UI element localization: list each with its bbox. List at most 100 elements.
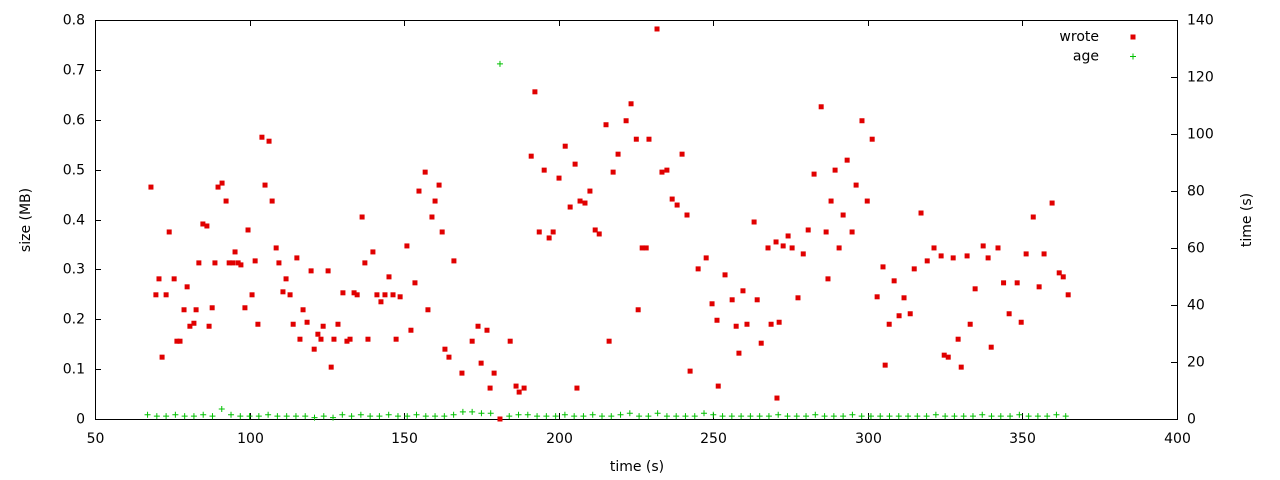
point (1053, 411, 1060, 418)
point (830, 413, 837, 420)
point (945, 354, 951, 360)
point (552, 413, 559, 420)
point (687, 368, 693, 374)
point (942, 413, 949, 420)
point (148, 184, 154, 190)
point (339, 411, 346, 418)
point (513, 383, 519, 389)
y-tick-label: 0.4 (63, 213, 85, 229)
y-tick-label: 0 (76, 412, 85, 428)
point (805, 227, 811, 233)
point (469, 408, 476, 415)
point (292, 413, 299, 420)
point (344, 338, 350, 344)
y-tick-label: 0.3 (63, 262, 85, 278)
point (728, 413, 735, 420)
point (340, 290, 346, 296)
point (785, 233, 791, 239)
point (701, 410, 708, 417)
point (691, 413, 698, 420)
point (232, 249, 238, 255)
point (212, 260, 218, 266)
point (780, 243, 786, 249)
point (1034, 413, 1041, 420)
point (507, 338, 513, 344)
point (577, 198, 583, 204)
point (354, 292, 360, 298)
point (924, 258, 930, 264)
y2-axis-label: time (s) (1239, 193, 1255, 247)
point (853, 182, 859, 188)
point (496, 60, 503, 67)
point (370, 249, 376, 255)
point (394, 413, 401, 420)
point (574, 385, 580, 391)
point (828, 198, 834, 204)
point (177, 338, 183, 344)
point (674, 202, 680, 208)
point (645, 413, 652, 420)
point (266, 138, 272, 144)
point (171, 276, 177, 282)
point (938, 253, 944, 259)
point (811, 171, 817, 177)
point (1062, 413, 1069, 420)
point (235, 260, 241, 266)
point (174, 338, 180, 344)
point (836, 245, 842, 251)
point (294, 255, 300, 261)
point (442, 346, 448, 352)
point (895, 413, 902, 420)
point (378, 299, 384, 305)
point (1056, 270, 1062, 276)
point (242, 305, 248, 311)
x-axis-label: time (s) (610, 459, 664, 475)
point (365, 336, 371, 342)
point (572, 161, 578, 167)
point (633, 136, 639, 142)
plot-frame (95, 20, 1178, 420)
point (330, 414, 337, 421)
point (736, 350, 742, 356)
point (710, 411, 717, 418)
point (695, 266, 701, 272)
point (1025, 413, 1032, 420)
point (623, 118, 629, 124)
x-tick-label: 150 (391, 431, 418, 447)
point (386, 274, 392, 280)
point (967, 321, 973, 327)
point (773, 239, 779, 245)
point (237, 413, 244, 420)
point (408, 327, 414, 333)
point (567, 204, 573, 210)
point (1030, 214, 1036, 220)
point (348, 413, 355, 420)
point (393, 336, 399, 342)
point (589, 411, 596, 418)
point (673, 413, 680, 420)
point (756, 413, 763, 420)
point (347, 336, 353, 342)
point (228, 411, 235, 418)
point (478, 360, 484, 366)
point (988, 344, 994, 350)
point (320, 413, 327, 420)
point (487, 410, 494, 417)
point (923, 413, 930, 420)
point (385, 411, 392, 418)
point (932, 411, 939, 418)
point (1006, 311, 1012, 317)
point (191, 320, 197, 326)
point (412, 280, 418, 286)
point (446, 354, 452, 360)
point (608, 413, 615, 420)
point (931, 245, 937, 251)
point (335, 321, 341, 327)
point (550, 229, 556, 235)
point (249, 292, 255, 298)
point (844, 157, 850, 163)
point (950, 255, 956, 261)
point (376, 413, 383, 420)
point (1041, 251, 1047, 257)
